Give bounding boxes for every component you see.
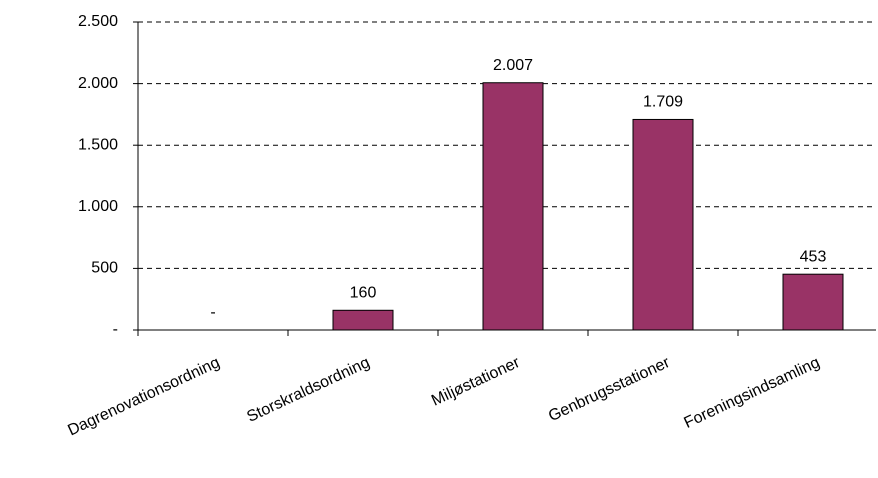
data-label: 160 [350, 285, 377, 302]
y-tick-label: 2.000 [78, 75, 118, 92]
data-label: - [210, 304, 215, 321]
bar [632, 118, 694, 331]
y-tick-label: - [113, 321, 118, 338]
bar [332, 309, 394, 331]
bar [482, 82, 544, 331]
x-tick-label: Storskraldsordning [244, 354, 372, 426]
x-tick-label: Miljøstationer [429, 354, 523, 410]
x-tick-label: Foreningsindsamling [681, 354, 822, 432]
x-tick-label: Dagrenovationsordning [65, 354, 222, 439]
data-label: 2.007 [493, 57, 533, 74]
data-label: 1.709 [643, 94, 683, 111]
y-tick-label: 1.000 [78, 198, 118, 215]
data-label: 453 [800, 248, 827, 265]
bar [782, 273, 844, 331]
x-tick-label: Genbrugsstationer [546, 354, 673, 425]
y-tick-label: 2.500 [78, 13, 118, 30]
y-tick-label: 500 [91, 260, 118, 277]
y-tick-label: 1.500 [78, 136, 118, 153]
